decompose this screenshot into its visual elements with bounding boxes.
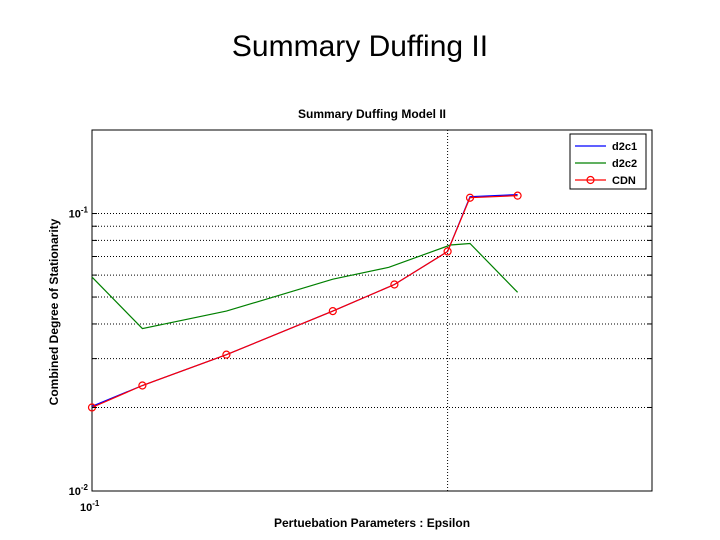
x-axis-label: Pertuebation Parameters : Epsilon [274,516,470,530]
series-layer [87,191,522,412]
x-tick-label: 10-1 [80,499,100,514]
legend: d2c1 d2c2 CDN [569,133,647,190]
data-point [390,280,399,289]
legend-label-d2c2: d2c2 [612,158,637,170]
series-line-d2c2 [91,242,519,330]
y-tick-label: 10-1 [69,206,89,221]
chart-title: Summary Duffing Model II [298,107,446,121]
legend-label-d2c1: d2c1 [612,141,637,153]
axis-layer: 10-110-210-1 [69,206,652,514]
data-point [222,350,231,359]
grid-layer [92,130,652,491]
data-point [138,381,147,390]
data-point [443,247,452,256]
data-point [513,191,522,200]
legend-marker-CDN [586,175,595,185]
slide-title: Summary Duffing II [231,30,489,63]
data-point [328,306,337,316]
y-tick-label: 10-2 [69,483,89,498]
series-line-CDN [91,195,518,409]
data-point [465,193,475,202]
plot-area [91,129,653,492]
legend-label-CDN: CDN [612,175,636,187]
y-axis-label: Combined Degree of Stationarity [47,218,61,405]
